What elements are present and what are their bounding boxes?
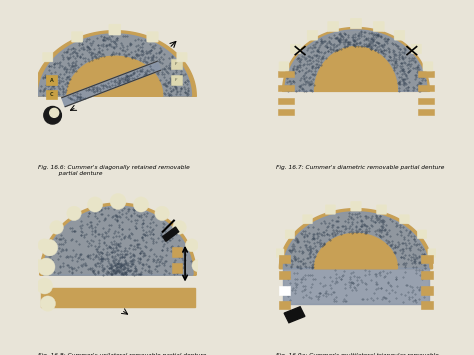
FancyBboxPatch shape	[350, 18, 362, 29]
Bar	[421, 301, 433, 309]
Circle shape	[67, 206, 81, 220]
Polygon shape	[34, 31, 196, 96]
FancyBboxPatch shape	[400, 215, 410, 224]
Bar	[421, 286, 433, 295]
FancyBboxPatch shape	[351, 201, 361, 211]
FancyBboxPatch shape	[417, 230, 427, 239]
Circle shape	[133, 197, 149, 212]
Bar	[172, 263, 182, 273]
Circle shape	[192, 260, 204, 272]
Bar	[279, 271, 290, 279]
Text: Fig. 16.6: Cummer's diagonally retained removable
           partial denture: Fig. 16.6: Cummer's diagonally retained …	[38, 165, 190, 175]
FancyBboxPatch shape	[376, 205, 387, 214]
FancyBboxPatch shape	[285, 230, 295, 239]
Polygon shape	[41, 288, 195, 307]
Circle shape	[32, 260, 44, 272]
FancyBboxPatch shape	[328, 21, 339, 32]
Bar	[421, 255, 433, 263]
FancyBboxPatch shape	[275, 249, 284, 257]
Polygon shape	[279, 209, 433, 268]
Text: A: A	[50, 78, 53, 83]
Text: Fig. 16.8: Cummer's unilateral removable partial denture: Fig. 16.8: Cummer's unilateral removable…	[38, 353, 207, 355]
Polygon shape	[283, 268, 429, 304]
Polygon shape	[163, 227, 179, 241]
Bar	[279, 286, 290, 295]
Bar	[46, 90, 56, 99]
Circle shape	[173, 220, 186, 234]
Text: Fig. 16.9a: Cummer's multilateral triangular removable
              partial den: Fig. 16.9a: Cummer's multilateral triang…	[276, 353, 439, 355]
Circle shape	[155, 206, 169, 220]
Text: F: F	[175, 78, 178, 82]
FancyBboxPatch shape	[72, 32, 83, 42]
Circle shape	[37, 258, 55, 275]
FancyBboxPatch shape	[428, 249, 437, 257]
Bar	[418, 71, 434, 77]
Text: Fig. 16.7: Cummer's diametric removable partial denture: Fig. 16.7: Cummer's diametric removable …	[276, 165, 445, 170]
Circle shape	[44, 106, 62, 124]
Bar	[278, 109, 294, 115]
FancyBboxPatch shape	[307, 30, 318, 40]
Polygon shape	[62, 61, 161, 106]
Bar	[46, 75, 56, 84]
Bar	[278, 71, 294, 77]
FancyBboxPatch shape	[279, 62, 289, 71]
Bar	[418, 109, 434, 115]
Circle shape	[110, 193, 126, 209]
Polygon shape	[285, 30, 427, 91]
Text: F: F	[175, 62, 178, 66]
Bar	[278, 85, 294, 91]
Polygon shape	[314, 233, 398, 268]
FancyBboxPatch shape	[423, 62, 433, 71]
Circle shape	[36, 278, 53, 294]
Circle shape	[185, 239, 198, 252]
Polygon shape	[284, 307, 305, 323]
Circle shape	[40, 296, 55, 311]
Bar	[418, 98, 434, 104]
Bar	[171, 59, 182, 69]
Polygon shape	[43, 206, 193, 275]
Polygon shape	[38, 34, 191, 96]
Circle shape	[88, 197, 103, 212]
FancyBboxPatch shape	[325, 205, 336, 214]
Bar	[279, 255, 290, 263]
Circle shape	[50, 220, 64, 234]
FancyBboxPatch shape	[394, 30, 405, 40]
Bar	[418, 85, 434, 91]
FancyBboxPatch shape	[147, 32, 158, 42]
Circle shape	[41, 239, 58, 256]
Bar	[172, 247, 182, 257]
Text: C: C	[50, 92, 53, 97]
Bar	[278, 98, 294, 104]
Polygon shape	[40, 203, 196, 275]
FancyBboxPatch shape	[302, 215, 312, 224]
Bar	[279, 301, 290, 309]
Circle shape	[50, 108, 59, 118]
Polygon shape	[283, 27, 429, 91]
Polygon shape	[67, 56, 163, 96]
FancyBboxPatch shape	[373, 21, 384, 32]
Polygon shape	[283, 212, 428, 268]
Polygon shape	[314, 47, 398, 91]
FancyBboxPatch shape	[177, 53, 187, 62]
Circle shape	[38, 239, 51, 252]
FancyBboxPatch shape	[109, 24, 121, 35]
Bar	[171, 75, 182, 85]
FancyBboxPatch shape	[291, 44, 301, 54]
FancyBboxPatch shape	[411, 44, 421, 54]
FancyBboxPatch shape	[43, 53, 53, 62]
Bar	[421, 271, 433, 279]
